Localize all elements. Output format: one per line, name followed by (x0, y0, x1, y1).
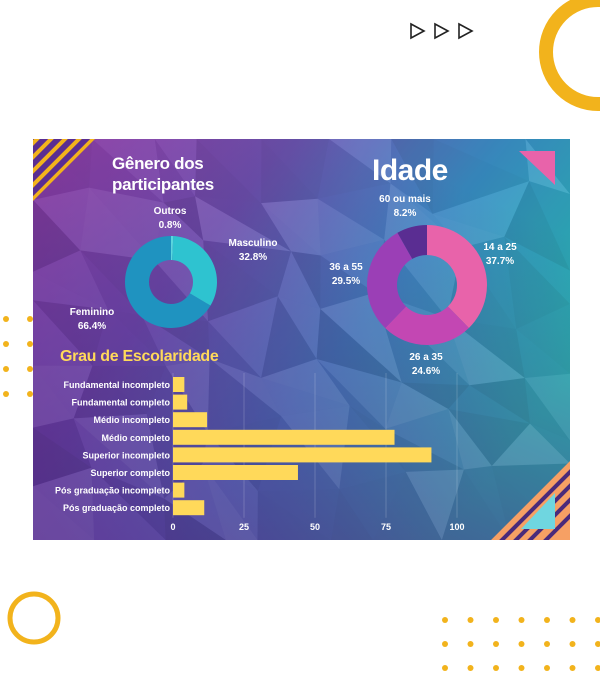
triangle-outline-icon (458, 22, 474, 40)
teal-triangle-decoration (521, 493, 555, 529)
donut-slice-60-ou-mais (397, 225, 427, 259)
x-tick-label: 75 (381, 522, 391, 532)
label-name: Masculino (228, 238, 278, 249)
bar (173, 447, 432, 463)
age-label-26: 26 a 35 24.6% (396, 351, 456, 379)
education-bar-chart: 0 25 50 75 100 Fundamental incompleto Fundamen… (55, 373, 465, 532)
gender-donut-chart (125, 236, 217, 328)
gender-title-line1: Gênero dos (112, 154, 204, 173)
label-value: 0.8% (158, 220, 182, 231)
donut-slice-36-a-55 (367, 232, 413, 328)
dot-grid-bottom-right (442, 617, 600, 671)
bar (173, 482, 185, 498)
category-label: Médio completo (101, 433, 170, 443)
bar (173, 465, 298, 480)
x-tick-label: 50 (310, 522, 320, 532)
label-name: Feminino (69, 307, 115, 318)
triangle-outline-icon (410, 22, 426, 40)
gender-title-line2: participantes (112, 175, 214, 194)
label-name: 26 a 35 (409, 352, 443, 363)
donut-slice-14-a-25 (427, 225, 488, 328)
x-tick-label: 25 (239, 522, 249, 532)
category-label: Pós graduação incompleto (55, 486, 171, 496)
dot-grid-left (3, 316, 33, 397)
category-label: Superior completo (90, 468, 170, 478)
label-name: 36 a 55 (329, 262, 363, 273)
donut-slice-masculino (172, 236, 217, 306)
label-value: 66.4% (77, 321, 107, 332)
label-value: 37.7% (485, 256, 515, 267)
age-title: Idade (372, 154, 448, 187)
ring-bottom-left (7, 591, 61, 645)
ring-top-right (539, 0, 600, 111)
pink-triangle-decoration (519, 151, 555, 185)
label-value: 32.8% (238, 252, 268, 263)
donut-slice-outros (171, 236, 174, 261)
category-label: Fundamental incompleto (63, 380, 170, 390)
label-value: 8.2% (393, 208, 417, 219)
category-label: Superior incompleto (82, 450, 170, 460)
donut-slice-feminino (125, 236, 211, 328)
label-name: 60 ou mais (379, 194, 431, 205)
age-label-60: 60 ou mais 8.2% (368, 193, 442, 221)
education-title: Grau de Escolaridade (60, 348, 219, 365)
gender-label-outros: Outros 0.8% (140, 205, 200, 233)
infographic-panel: 0 25 50 75 100 Fundamental incompleto Fundamen… (33, 139, 570, 540)
gender-label-masculino: Masculino 32.8% (220, 237, 286, 265)
bar (173, 394, 188, 410)
label-name: Outros (153, 206, 187, 217)
bar (173, 377, 185, 392)
label-name: 14 a 25 (483, 242, 517, 253)
donut-slice-26-a-35 (385, 306, 469, 345)
category-label: Médio incompleto (94, 415, 171, 425)
category-label: Fundamental completo (71, 398, 170, 408)
label-value: 29.5% (331, 276, 361, 287)
bar (173, 429, 395, 445)
label-value: 24.6% (411, 366, 441, 377)
gender-label-feminino: Feminino 66.4% (59, 306, 125, 334)
panel-background: 0 25 50 75 100 Fundamental incompleto Fundamen… (33, 139, 570, 540)
x-tick-label: 0 (170, 522, 175, 532)
x-tick-label: 100 (449, 522, 464, 532)
category-label: Pós graduação completo (63, 503, 171, 513)
bar (173, 500, 205, 516)
bar (173, 412, 208, 428)
age-donut-chart (367, 225, 488, 345)
play-icons (410, 22, 474, 40)
age-label-14: 14 a 25 37.7% (469, 241, 531, 269)
gender-title: Gênero dos participantes (112, 153, 214, 195)
triangle-outline-icon (434, 22, 450, 40)
age-label-36: 36 a 55 29.5% (316, 261, 376, 289)
